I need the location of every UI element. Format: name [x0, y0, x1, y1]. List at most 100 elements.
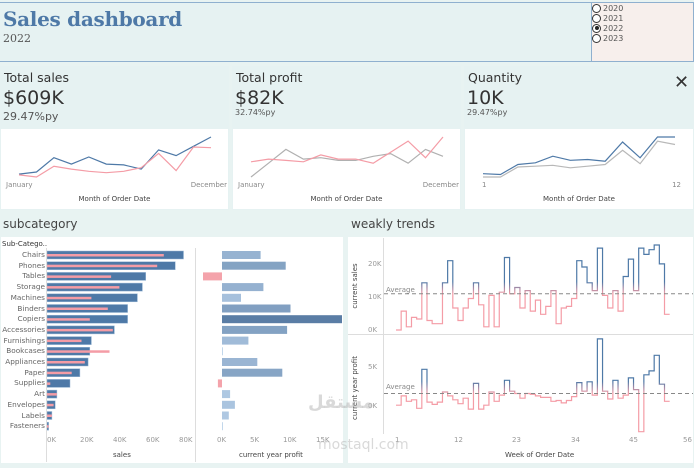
- kpi-prior-year-change: 32.74%py: [235, 108, 276, 117]
- sales-axis-title: sales: [113, 451, 131, 459]
- profit-y-tick: 0K: [368, 402, 378, 410]
- profit-bar[interactable]: [222, 336, 249, 345]
- profit-bar[interactable]: [222, 368, 283, 377]
- sales-y-tick: 20K: [368, 260, 382, 268]
- sparkline-chart: January December Month of Order Date: [233, 129, 460, 209]
- x-axis-end-label: 12: [672, 181, 681, 189]
- sales-y-axis-title: current sales: [351, 263, 359, 309]
- sales-previous-bar[interactable]: [47, 264, 158, 268]
- subcategory-label: Bookcases: [6, 346, 45, 356]
- profit-bar[interactable]: [203, 272, 222, 281]
- subcategory-label: Fasteners: [9, 421, 45, 431]
- year-option-2022[interactable]: 2022: [592, 23, 693, 33]
- profit-bar[interactable]: [222, 358, 258, 366]
- profit-bar[interactable]: [217, 379, 222, 388]
- weekly-trends-title: weakly trends: [351, 217, 435, 231]
- sales-previous-bar[interactable]: [47, 382, 51, 385]
- profit-bar[interactable]: [222, 347, 223, 356]
- sales-previous-bar[interactable]: [47, 286, 120, 289]
- profit-y-axis-title: current year profit: [351, 356, 359, 420]
- kpi-quantity: Quantity 10K 29.47%py ✕ 1 12 Month of Or…: [464, 66, 694, 210]
- profit-bar[interactable]: [222, 293, 241, 302]
- year-option-label: 2020: [603, 3, 624, 13]
- sales-previous-bar[interactable]: [47, 425, 49, 428]
- sales-previous-bar[interactable]: [47, 393, 57, 396]
- week-x-tick: 34: [571, 436, 580, 444]
- sales-tick-label: 0K: [47, 436, 57, 444]
- sales-previous-bar[interactable]: [47, 371, 72, 375]
- sales-average-label: Average: [386, 286, 415, 294]
- kpi-label: Quantity: [468, 70, 523, 85]
- subcategory-label: Storage: [16, 282, 45, 292]
- subcategory-label: Accessories: [2, 324, 45, 334]
- sales-current-bar[interactable]: [46, 379, 71, 388]
- page-title: Sales dashboard: [3, 7, 182, 31]
- radio-icon[interactable]: [592, 33, 601, 43]
- sales-previous-bar[interactable]: [47, 328, 113, 332]
- subcategory-label: Art: [34, 389, 45, 399]
- x-axis-start-label: January: [238, 181, 265, 189]
- profit-bar[interactable]: [222, 283, 264, 292]
- profit-bar[interactable]: [222, 315, 342, 324]
- sparkline-current-series: [250, 136, 444, 164]
- x-axis-end-label: December: [190, 181, 227, 189]
- subcategory-label: Supplies: [14, 378, 45, 388]
- week-x-tick: 45: [629, 436, 638, 444]
- subcategory-label: Copiers: [17, 314, 45, 324]
- sales-bar-chart: [46, 250, 184, 431]
- close-icon[interactable]: ✕: [674, 72, 690, 93]
- subcategory-label: Paper: [24, 367, 45, 377]
- sparkline-previous-series: [250, 148, 444, 178]
- sales-step-line: [396, 244, 670, 331]
- profit-bar[interactable]: [222, 251, 261, 259]
- profit-tick-label: 15K: [316, 436, 330, 444]
- sales-previous-bar[interactable]: [47, 414, 52, 418]
- week-x-tick: 23: [512, 436, 521, 444]
- weekly-trends-panel: [348, 237, 693, 463]
- year-option-2020[interactable]: 2020: [592, 3, 693, 13]
- profit-tick-label: 10K: [283, 436, 297, 444]
- kpi-total-profit: Total profit $82K 32.74%py January Decem…: [232, 66, 461, 210]
- x-axis-start-label: January: [6, 181, 33, 189]
- sales-previous-bar[interactable]: [47, 339, 82, 343]
- sparkline-chart: January December Month of Order Date: [1, 129, 228, 209]
- page-subtitle-year: 2022: [3, 32, 31, 45]
- profit-bar[interactable]: [222, 261, 286, 270]
- subcategory-title: subcategory: [3, 217, 78, 231]
- profit-bar[interactable]: [222, 325, 288, 334]
- year-option-2021[interactable]: 2021: [592, 13, 693, 23]
- year-option-label: 2021: [603, 13, 624, 23]
- subcategory-label: Tables: [22, 271, 45, 281]
- profit-bar[interactable]: [222, 304, 291, 313]
- profit-bar[interactable]: [222, 411, 229, 420]
- sales-tick-label: 60K: [146, 436, 160, 444]
- year-option-label: 2023: [603, 33, 624, 43]
- profit-bar[interactable]: [222, 400, 235, 409]
- sales-previous-bar[interactable]: [47, 254, 164, 257]
- x-axis-title: Month of Order Date: [543, 195, 615, 203]
- x-axis-title: Month of Order Date: [310, 195, 383, 203]
- subcategory-label: Labels: [21, 410, 46, 420]
- profit-tick-label: 5K: [250, 436, 260, 444]
- profit-bar[interactable]: [222, 390, 231, 399]
- x-axis-end-label: December: [422, 181, 459, 189]
- sales-previous-bar[interactable]: [47, 307, 108, 311]
- profit-bar[interactable]: [222, 422, 223, 431]
- profit-y-tick: 5K: [368, 363, 378, 371]
- watermark-url: mostaql.com: [318, 437, 409, 453]
- subcategory-label: Binders: [17, 303, 45, 313]
- year-filter: 2020 2021 2022 2023: [591, 2, 694, 62]
- sales-previous-bar[interactable]: [47, 350, 110, 353]
- radio-icon[interactable]: [592, 13, 601, 23]
- sales-previous-bar[interactable]: [47, 403, 54, 407]
- kpi-total-sales: Total sales $609K 29.47%py January Decem…: [0, 66, 229, 210]
- radio-selected-icon[interactable]: [592, 23, 601, 33]
- sales-previous-bar[interactable]: [47, 318, 90, 321]
- year-option-2023[interactable]: 2023: [592, 33, 693, 43]
- sales-previous-bar[interactable]: [47, 296, 92, 300]
- subcategory-column-header[interactable]: Sub-Catego..: [2, 240, 48, 248]
- sales-previous-bar[interactable]: [47, 275, 112, 278]
- radio-icon[interactable]: [592, 3, 601, 13]
- sparkline-current-series: [482, 136, 675, 176]
- sales-previous-bar[interactable]: [47, 361, 85, 364]
